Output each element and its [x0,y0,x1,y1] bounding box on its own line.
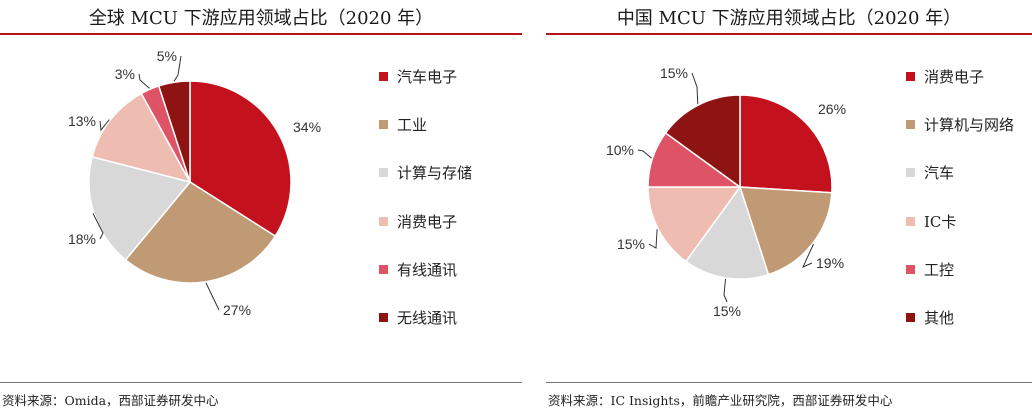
slice-percent-label: 5% [157,48,177,64]
title-rule [0,33,522,35]
pie-slice [739,94,833,194]
legend-item: 其他 [906,306,1014,330]
slice-percent-label: 34% [293,119,321,135]
pie-slice [647,186,742,263]
legend-label: 消费电子 [397,212,458,231]
pie-slice [124,181,277,284]
slice-percent-label: 19% [816,255,844,271]
slice-percent-label: 10% [606,142,634,158]
legend-item: 消费电子 [379,209,472,233]
leader-line [173,55,182,82]
legend-swatch [906,119,915,129]
pie-slice [684,185,770,280]
legend-label: 有线通讯 [397,261,458,280]
legend-swatch [379,313,388,323]
legend-swatch [379,168,388,178]
legend-label: 汽车电子 [397,67,458,86]
legend-item: 计算与存储 [379,161,472,185]
legend-item: 计算机与网络 [906,112,1014,136]
leader-line [691,72,699,105]
legend-item: IC卡 [906,209,1014,233]
source-rule [546,382,1032,383]
legend-item: 消费电子 [906,64,1014,88]
pie-slice [88,155,192,261]
leader-line [138,73,150,89]
legend-swatch [379,71,388,81]
legend-global: 汽车电子工业计算与存储消费电子有线通讯无线通讯 [379,64,472,354]
legend-label: 工业 [397,115,428,134]
legend-swatch [906,71,915,81]
legend-swatch [906,313,915,323]
slice-percent-label: 15% [713,303,741,319]
leader-line [723,278,728,303]
slice-percent-label: 3% [115,66,135,82]
legend-label: 工控 [924,261,955,280]
slice-percent-label: 18% [68,231,96,247]
slice-percent-label: 26% [818,101,846,117]
slice-percent-label: 27% [223,302,251,318]
source-rule [0,382,522,383]
leader-line [205,282,220,311]
pie-slice [91,92,192,184]
legend-label: 计算与存储 [397,164,473,183]
legend-label: 消费电子 [924,67,985,86]
leader-line [648,229,658,249]
legend-item: 有线通讯 [379,258,472,282]
legend-label: 其他 [924,309,955,328]
legend-swatch [906,265,915,275]
legend-swatch [379,265,388,275]
leader-line [801,243,814,268]
legend-swatch [379,216,388,226]
leader-line [99,119,110,132]
pie-chart-global: 34% 27% 18% 13% 3% 5% [68,48,321,318]
pie-slice [738,186,833,276]
chart-title: 中国 MCU 下游应用领域占比（2020 年） [616,8,962,29]
slice-percent-label: 15% [617,236,645,252]
slice-percent-label: 13% [68,113,96,129]
legend-item: 工业 [379,112,472,136]
source-note: 资料来源：IC Insights，前瞻产业研究院，西部证券研发中心 [548,393,893,408]
chart-panel-global: 全球 MCU 下游应用领域占比（2020 年） 34% 27% 18% 13% 3% 5%… [0,8,522,408]
legend-china: 消费电子计算机与网络 汽车 IC卡工控其他 [906,64,1014,354]
chart-panel-china: 中国 MCU 下游应用领域占比（2020 年） 26% 19% 15% 15% 10% 1… [546,0,1032,411]
legend-label: IC卡 [924,212,957,231]
leader-line [92,213,104,240]
legend-swatch [906,216,915,226]
pie-slice [664,94,741,189]
source-note: 资料来源：Omida，西部证券研发中心 [2,393,219,408]
pie-slice [157,80,191,183]
legend-label: 无线通讯 [397,309,458,328]
legend-item: 汽车电子 [379,64,472,88]
legend-item: 工控 [906,258,1014,282]
legend-label: 计算机与网络 [924,115,1015,134]
legend-swatch [906,168,915,178]
legend-label: 汽车 [924,164,955,183]
leader-line [637,149,652,159]
pie-chart-china: 26% 19% 15% 15% 10% 15% [606,65,846,319]
slice-percent-label: 15% [660,65,688,81]
title-rule [546,33,1032,35]
chart-title: 全球 MCU 下游应用领域占比（2020 年） [88,8,434,29]
legend-item: 汽车 [906,161,1014,185]
legend-swatch [379,119,388,129]
legend-item: 无线通讯 [379,306,472,330]
